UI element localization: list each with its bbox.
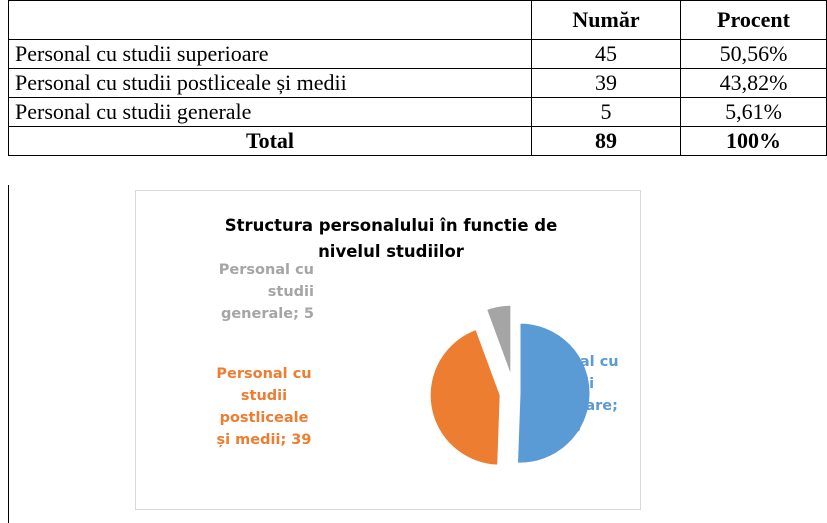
data-table: Număr Procent Personal cu studii superio… — [8, 0, 827, 156]
row: Personal cu studii generale 5 5,61% — [8, 97, 827, 127]
header-row: Număr Procent — [8, 0, 827, 40]
pie-slice — [485, 304, 512, 376]
cell: 5 — [531, 97, 681, 127]
data-label: Personal cu studii generale; 5 — [218, 262, 314, 322]
row: Personal cu studii postliceale și medii 3… — [8, 68, 827, 98]
cell: Personal cu studii superioare — [8, 39, 532, 69]
data-label: Personal cu studii superioare; 45 — [523, 354, 619, 436]
cell: 89 — [531, 126, 681, 156]
cell: Personal cu studii generale — [8, 97, 532, 127]
data-label: Personal cu studii postliceale și medii;… — [216, 366, 312, 448]
header-cell: Procent — [680, 0, 827, 40]
chart: Structura personalului în functie de niv… — [135, 190, 641, 510]
chart-title: Structura personalului în functie de niv… — [224, 216, 558, 261]
cell: 45 — [531, 39, 681, 69]
cell: 5,61% — [680, 97, 827, 127]
cell: 39 — [531, 68, 681, 98]
cell: 43,82% — [680, 68, 827, 98]
cell: Total — [8, 126, 532, 156]
empty-cell — [8, 0, 532, 40]
cell: Personal cu studii postliceale și medii — [8, 68, 532, 98]
pie-canvas — [429, 304, 591, 466]
border-line — [8, 185, 9, 523]
pie-slice — [429, 328, 501, 466]
header-cell: Număr — [531, 0, 681, 40]
cell: 100% — [680, 126, 827, 156]
row: Personal cu studii superioare 45 50,56% — [8, 39, 827, 69]
cell: 50,56% — [680, 39, 827, 69]
total-row: Total 89 100% — [8, 126, 827, 156]
pie-slice — [517, 322, 591, 464]
